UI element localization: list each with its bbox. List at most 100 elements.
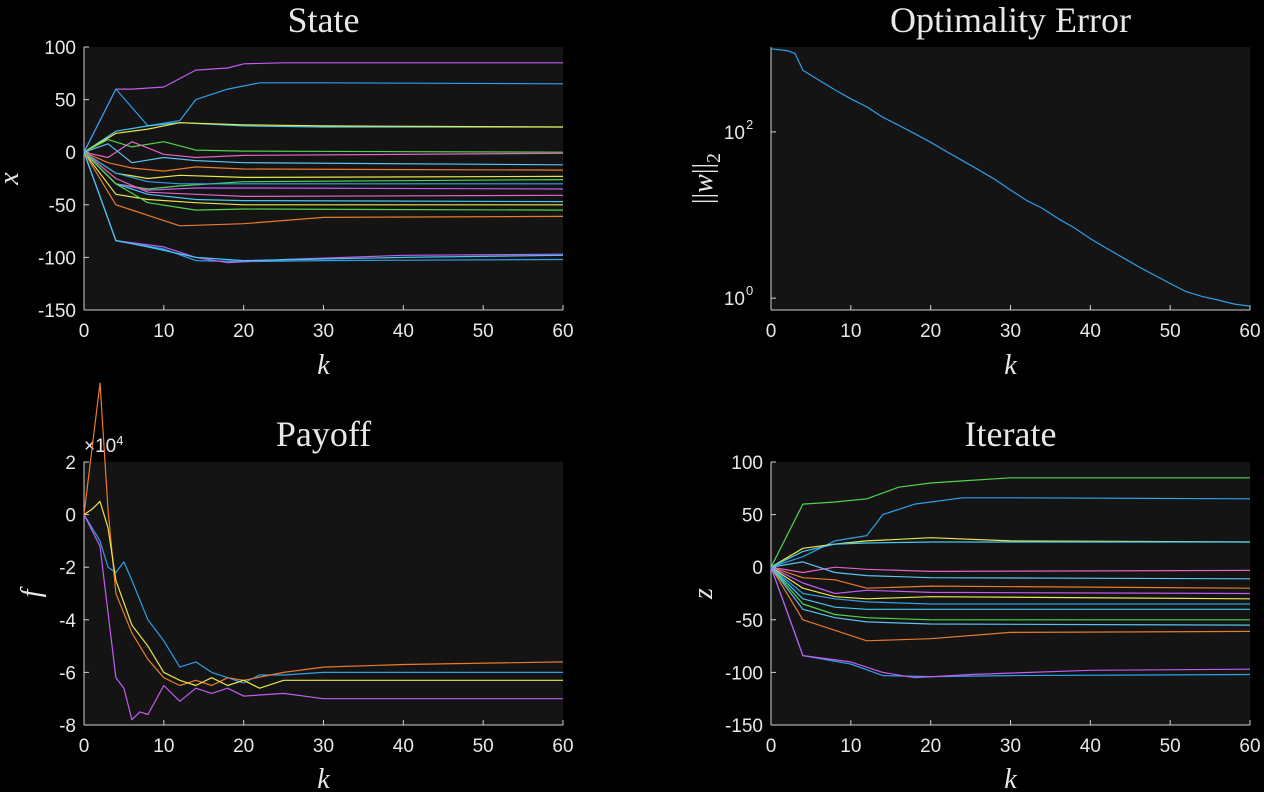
series-line (83, 122, 564, 153)
x-axis-label: k (1004, 350, 1017, 381)
y-axis-label: ||w||2 (688, 153, 725, 204)
chart-title: Optimality Error (890, 0, 1131, 40)
series-line (83, 500, 563, 689)
series-line (83, 151, 563, 206)
y-axis-label: x (0, 172, 25, 186)
x-tick-label: 0 (79, 736, 90, 757)
series-line (83, 139, 564, 153)
x-tick-label: 20 (920, 736, 941, 757)
series-line (83, 143, 564, 166)
series-line (83, 151, 564, 172)
y-tick-label: -4 (59, 611, 76, 632)
y-tick-label: 0 (65, 143, 76, 164)
chart-title: Iterate (965, 414, 1057, 454)
y-tick-label: 50 (742, 506, 763, 527)
x-tick-label: 30 (1000, 736, 1021, 757)
x-tick-label: 10 (153, 321, 174, 342)
y-tick-label: 50 (55, 91, 76, 112)
x-tick-label: 0 (766, 321, 777, 342)
series-line (770, 541, 1250, 568)
chart-iterate: 0 10 20 30 40 50 60 100 50 0 -50 -100 -150 Iterate k z (688, 414, 1261, 792)
series-line (770, 566, 1250, 621)
x-tick-label: 50 (1160, 736, 1181, 757)
series-line (83, 62, 563, 153)
x-tick-label: 40 (1080, 736, 1101, 757)
series-line (83, 151, 564, 197)
y-tick-label: 10 (724, 123, 745, 144)
series-line (83, 151, 564, 262)
chart-state: 0 10 20 30 40 50 60 100 50 0 -50 -100 -150 State k x (0, 0, 574, 381)
y-tick-label: -8 (59, 716, 76, 737)
x-tick-label: 20 (233, 736, 254, 757)
series-line (770, 566, 1251, 574)
x-tick-label: 50 (473, 736, 494, 757)
chart-title: Payoff (276, 414, 371, 454)
y-tick-label: -100 (725, 663, 763, 684)
series-line (770, 566, 1251, 642)
series-line (83, 514, 563, 721)
x-tick-label: 50 (473, 321, 494, 342)
x-tick-label: 60 (552, 321, 573, 342)
series-line (770, 566, 1251, 595)
x-tick-label: 40 (393, 736, 414, 757)
series-line (770, 566, 1251, 626)
series-line (770, 477, 1250, 568)
x-tick-label: 60 (552, 736, 573, 757)
series-line (83, 141, 564, 159)
y-tick-label: -100 (38, 248, 76, 269)
y-tick-label: 100 (44, 38, 76, 59)
y-tick-exponent: 2 (746, 117, 753, 132)
series-line (83, 82, 564, 153)
series-line (770, 497, 1251, 568)
x-tick-label: 30 (1000, 321, 1021, 342)
series-line (770, 561, 1251, 580)
series-line (83, 151, 563, 185)
series-line (83, 151, 564, 227)
series-line (770, 566, 1251, 679)
y-tick-label: -150 (725, 716, 763, 737)
x-axis-label: k (317, 350, 330, 381)
x-tick-label: 10 (153, 736, 174, 757)
x-tick-label: 0 (79, 321, 90, 342)
y-tick-label: -50 (736, 611, 763, 632)
plot-area (84, 47, 563, 310)
y-axis-label: f (16, 586, 47, 597)
x-tick-label: 60 (1239, 736, 1260, 757)
x-tick-label: 40 (1080, 321, 1101, 342)
y-tick-label: 0 (65, 506, 76, 527)
series-line (770, 537, 1251, 568)
y-tick-label: 2 (65, 453, 76, 474)
chart-title: State (288, 0, 360, 40)
y-tick-label: -150 (38, 301, 76, 322)
x-tick-label: 0 (766, 736, 777, 757)
series-line (770, 566, 1250, 605)
series-line (770, 566, 1251, 589)
x-tick-label: 20 (233, 321, 254, 342)
series-line (770, 48, 1251, 307)
x-tick-label: 10 (840, 736, 861, 757)
y-tick-label: 10 (724, 289, 745, 310)
plot-area (84, 462, 563, 725)
x-tick-label: 10 (840, 321, 861, 342)
x-axis-label: k (317, 764, 330, 792)
series-line (83, 151, 564, 211)
x-tick-label: 50 (1160, 321, 1181, 342)
y-tick-label: -2 (59, 558, 76, 579)
y-axis-label: z (688, 588, 719, 600)
x-tick-label: 20 (920, 321, 941, 342)
series-line (770, 566, 1251, 600)
x-tick-label: 30 (313, 321, 334, 342)
x-tick-label: 40 (393, 321, 414, 342)
plot-area (771, 47, 1250, 310)
series-line (770, 566, 1250, 610)
x-tick-label: 60 (1239, 321, 1260, 342)
y-tick-label: 100 (731, 453, 763, 474)
x-axis-label: k (1004, 764, 1017, 792)
x-tick-label: 30 (313, 736, 334, 757)
y-tick-exponent: 0 (746, 283, 753, 298)
y-tick-label: -6 (59, 663, 76, 684)
y-tick-label: -50 (49, 196, 76, 217)
